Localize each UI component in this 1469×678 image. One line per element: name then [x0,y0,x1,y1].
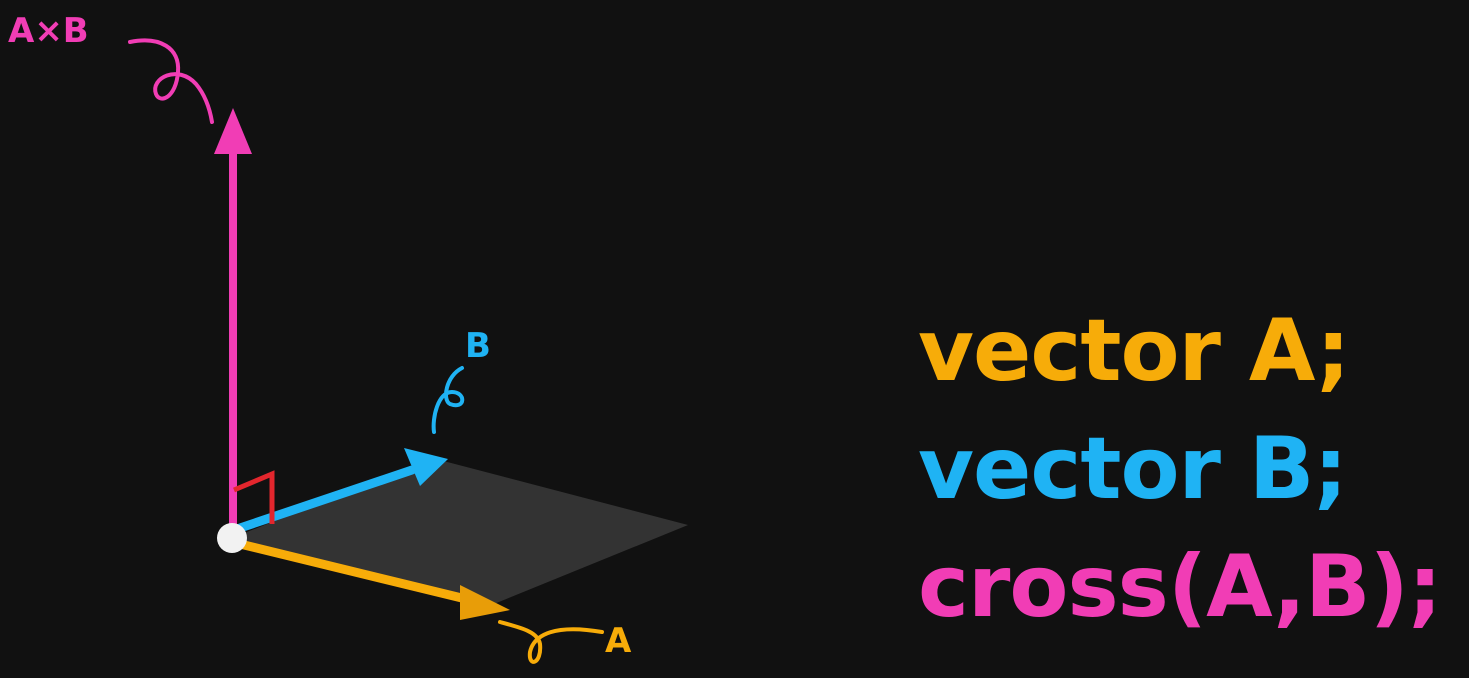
cross-label: A×B [8,11,89,51]
code-block: vector A; vector B; cross(A,B); [918,292,1442,646]
vector-a-label: A [605,621,632,661]
cross-product-arrow [214,108,252,530]
cross-label-pointer [128,38,214,124]
code-line-vector-a: vector A; [918,301,1350,401]
vector-a-arrow [235,539,510,620]
a-label-pointer [498,620,604,664]
ab-plane [232,458,688,604]
vector-b-arrow [235,448,448,533]
b-label-pointer [431,366,465,434]
right-angle-icon [233,470,275,524]
code-line-vector-b: vector B; [918,419,1348,519]
code-line-cross: cross(A,B); [918,537,1442,637]
vector-b-label: B [465,326,491,366]
origin-dot-icon [217,523,247,553]
